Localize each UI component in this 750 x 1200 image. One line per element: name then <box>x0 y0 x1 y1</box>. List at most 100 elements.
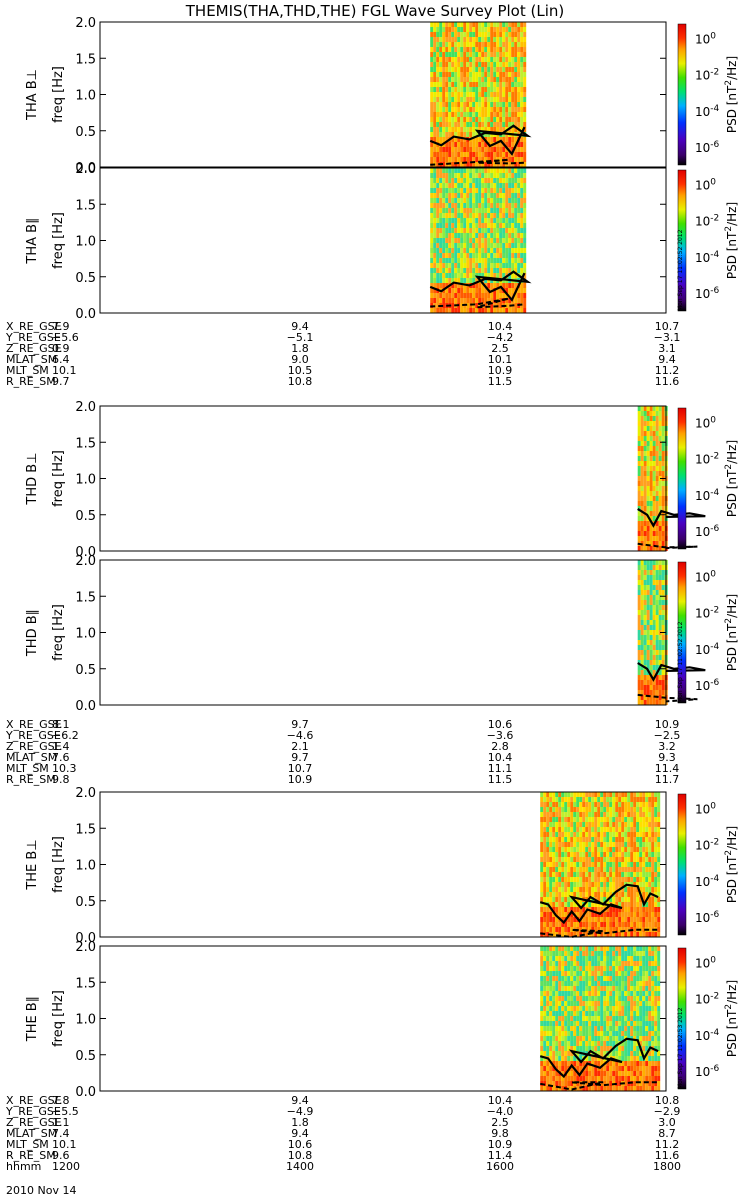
ephemeris-value: −4.6 <box>287 729 314 742</box>
ephemeris-value: 11.5 <box>488 773 513 786</box>
ephemeris-value: 11.2 <box>655 364 680 377</box>
spectrogram-panel-tha-bperp: 0.0 0.5 1.0 1.5 2.0 THA B⊥ freq [Hz] 100 10-2 10-… <box>25 16 739 176</box>
spectrogram-cells <box>430 168 527 313</box>
ephemeris-value: 2.1 <box>291 740 309 753</box>
solid-curve <box>637 662 706 682</box>
solid-curve <box>429 124 532 156</box>
ephemeris-value: 7.8 <box>52 1094 70 1107</box>
ephemeris-value: 9.4 <box>291 320 309 333</box>
colorbar-tick-label: 10-2 <box>695 606 719 621</box>
ephemeris-value: 6.4 <box>52 353 70 366</box>
ephemeris-value: 9.7 <box>291 718 309 731</box>
ephemeris-row-label: MLT_SM <box>6 1138 49 1151</box>
ephemeris-row-label: MLT_SM <box>6 762 49 775</box>
ephemeris-value: 2.5 <box>491 342 509 355</box>
ephemeris-value: 1.4 <box>52 740 70 753</box>
ephemeris-value: 11.4 <box>655 762 680 775</box>
y-axis-label: freq [Hz] <box>51 836 66 893</box>
ephemeris-value: 10.6 <box>488 718 513 731</box>
colorbar: 100 10-2 10-4 10-6 PSD [nT2/Hz] <box>677 23 739 166</box>
colorbar-label: PSD [nT2/Hz] <box>724 594 739 671</box>
plot-frame <box>99 405 667 552</box>
ephemeris-value: 10.8 <box>288 375 313 388</box>
ephemeris-value: −5.6 <box>52 331 79 344</box>
y-tick-label: 1.0 <box>75 1013 96 1028</box>
spectrogram-cells <box>540 946 661 1091</box>
colorbar-tick-label: 10-2 <box>695 452 719 467</box>
y-tick-label: 1.0 <box>75 473 96 488</box>
solid-curve <box>539 1037 659 1079</box>
ephemeris-row-label: MLAT_SM <box>6 353 57 366</box>
solid-curve <box>429 270 532 302</box>
ephemeris-value: 9.7 <box>291 751 309 764</box>
timestamp-stamp: Mon Sep 17 11:02:52 2012 <box>677 229 684 311</box>
y-tick-label: 0.5 <box>75 125 96 140</box>
ephemeris-value: 9.8 <box>491 1127 509 1140</box>
ephemeris-value: 11.7 <box>655 773 680 786</box>
ephemeris-value: −6.2 <box>52 729 79 742</box>
ephemeris-value: −4.9 <box>287 1105 314 1118</box>
y-tick-label: 0.5 <box>75 1049 96 1064</box>
ephemeris-value: −3.1 <box>654 331 681 344</box>
ephemeris-value: −5.5 <box>52 1105 79 1118</box>
y-tick-label: 1.5 <box>75 198 96 213</box>
ephemeris-value: −5.1 <box>287 331 314 344</box>
y-tick-label: 0.5 <box>75 271 96 286</box>
timestamp-stamp: Mon Sep 17 11:02:53 2012 <box>677 1007 684 1089</box>
ephemeris-row-label: Y_RE_GSE <box>5 729 61 742</box>
y-axis-label: freq [Hz] <box>51 66 66 123</box>
solid-curve <box>637 507 706 528</box>
colorbar-tick-label: 100 <box>695 31 716 46</box>
spectrogram-cells <box>430 22 527 167</box>
colorbar-tick-label: 10-4 <box>695 250 720 265</box>
spectrogram-panel-thd-bperp: 0.0 0.5 1.0 1.5 2.0 THD B⊥ freq [Hz] 100 10-2 10-… <box>25 400 739 560</box>
colorbar: 100 10-2 10-4 10-6 PSD [nT2/Hz] <box>677 947 739 1090</box>
y-tick-label: 2.0 <box>75 162 96 177</box>
ephemeris-value: 10.4 <box>488 751 513 764</box>
colorbar-tick-label: 10-2 <box>695 214 719 229</box>
spectrogram-panel-the-bperp: 0.0 0.5 1.0 1.5 2.0 THE B⊥ freq [Hz] 100 10-2 10-… <box>25 786 739 946</box>
y-tick-label: 0.0 <box>75 307 96 322</box>
timestamp-stamp: Mon Sep 17 11:02:52 2012 <box>677 621 684 703</box>
ephemeris-value: 3.0 <box>658 1116 676 1129</box>
colorbar-tick-label: 100 <box>695 801 716 816</box>
ephemeris-value: 1600 <box>486 1160 514 1173</box>
colorbar-gradient <box>677 793 687 936</box>
plot-frame <box>99 559 667 706</box>
ephemeris-value: 10.3 <box>52 762 77 775</box>
y-tick-label: 1.5 <box>75 822 96 837</box>
colorbar-gradient <box>677 947 687 1090</box>
ephemeris-value: 10.7 <box>655 320 680 333</box>
ephemeris-row-label: MLAT_SM <box>6 751 57 764</box>
y-tick-label: 2.0 <box>75 554 96 569</box>
panel-label: THA B⊥ <box>25 69 40 121</box>
y-tick-label: 0.0 <box>75 1085 96 1100</box>
dashed-curve <box>430 158 525 166</box>
colorbar-tick-label: 10-6 <box>695 678 720 693</box>
colorbar-tick-label: 10-2 <box>695 838 719 853</box>
y-tick-label: 0.0 <box>75 161 96 176</box>
colorbar-gradient <box>677 561 687 704</box>
ephemeris-value: 8.1 <box>52 718 70 731</box>
ephemeris-value: 9.8 <box>52 773 70 786</box>
ephemeris-value: 1200 <box>52 1160 80 1173</box>
ephemeris-value: 10.8 <box>288 1149 313 1162</box>
ephemeris-value: −2.9 <box>654 1105 681 1118</box>
colorbar-tick-label: 10-6 <box>695 140 720 155</box>
ephemeris-row-label: MLAT_SM <box>6 1127 57 1140</box>
dashed-curve <box>540 1081 659 1091</box>
ephemeris-value: 8.7 <box>658 1127 676 1140</box>
colorbar-label: PSD [nT2/Hz] <box>724 202 739 279</box>
ephemeris-row-label: Z_RE_GSE <box>6 342 62 355</box>
ephemeris-value: 9.6 <box>52 1149 70 1162</box>
y-tick-label: 2.0 <box>75 940 96 955</box>
ephemeris-row-label: R_RE_SM <box>6 1149 56 1162</box>
dashed-curve <box>430 297 525 309</box>
colorbar-gradient <box>677 407 687 550</box>
ephemeris-row-label: R_RE_SM <box>6 773 56 786</box>
spectrogram-cells <box>540 792 661 937</box>
